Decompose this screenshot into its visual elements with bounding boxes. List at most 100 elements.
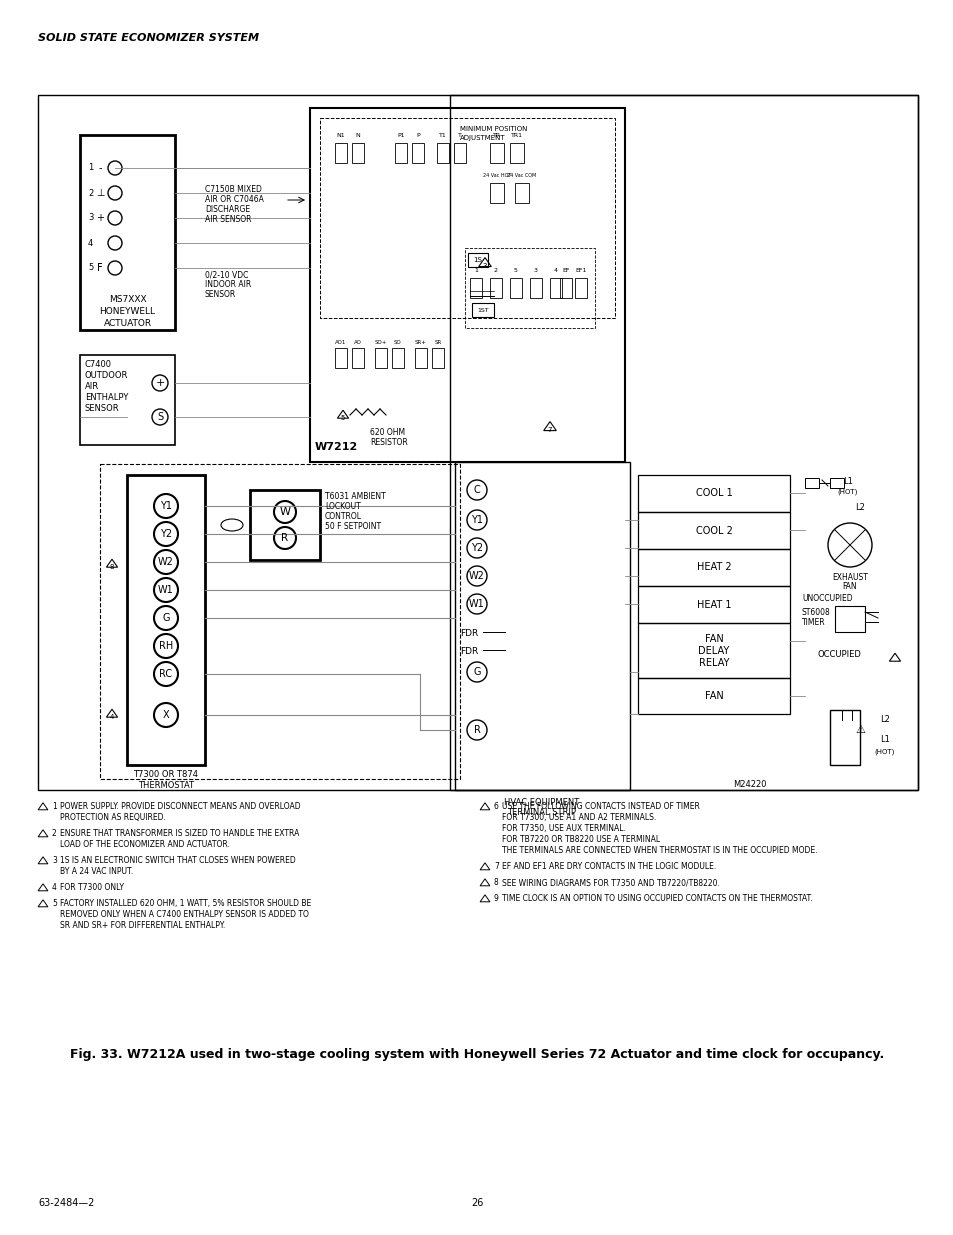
Text: T1: T1 xyxy=(438,133,446,138)
Text: L1: L1 xyxy=(842,478,852,487)
Text: SO: SO xyxy=(394,340,401,345)
Text: S: S xyxy=(157,412,163,422)
Text: 24 Vac HOT: 24 Vac HOT xyxy=(482,173,511,178)
Bar xyxy=(392,348,403,368)
Bar xyxy=(455,462,629,790)
Text: POWER SUPPLY. PROVIDE DISCONNECT MEANS AND OVERLOAD: POWER SUPPLY. PROVIDE DISCONNECT MEANS A… xyxy=(60,802,300,811)
Text: Fig. 33. W7212A used in two-stage cooling system with Honeywell Series 72 Actuat: Fig. 33. W7212A used in two-stage coolin… xyxy=(70,1049,883,1061)
Text: W: W xyxy=(279,508,291,517)
Text: MINIMUM POSITION: MINIMUM POSITION xyxy=(459,126,527,132)
Text: INDOOR AIR: INDOOR AIR xyxy=(205,280,251,289)
Text: Y1: Y1 xyxy=(471,515,482,525)
Text: RELAY: RELAY xyxy=(698,657,728,667)
Text: F: F xyxy=(97,263,103,273)
Text: SENSOR: SENSOR xyxy=(205,290,236,299)
Bar xyxy=(638,550,789,585)
Text: ENSURE THAT TRANSFORMER IS SIZED TO HANDLE THE EXTRA: ENSURE THAT TRANSFORMER IS SIZED TO HAND… xyxy=(60,829,299,839)
Text: ADJUSTMENT: ADJUSTMENT xyxy=(459,135,505,141)
Text: Y2: Y2 xyxy=(471,543,482,553)
Text: 2: 2 xyxy=(52,829,56,839)
Text: EF: EF xyxy=(561,268,569,273)
Text: 1S: 1S xyxy=(473,257,482,263)
Text: CONTROL: CONTROL xyxy=(325,513,361,521)
Bar xyxy=(638,513,789,550)
Text: 0/2-10 VDC: 0/2-10 VDC xyxy=(205,270,248,279)
Text: G: G xyxy=(473,667,480,677)
Text: C7400: C7400 xyxy=(85,359,112,369)
Text: R: R xyxy=(281,534,288,543)
Text: 620 OHM: 620 OHM xyxy=(370,429,405,437)
Text: FDR: FDR xyxy=(459,629,477,637)
Text: TIME CLOCK IS AN OPTION TO USING OCCUPIED CONTACTS ON THE THERMOSTAT.: TIME CLOCK IS AN OPTION TO USING OCCUPIE… xyxy=(501,894,812,903)
Bar xyxy=(510,143,523,163)
Text: HEAT 1: HEAT 1 xyxy=(696,599,731,610)
Text: 4: 4 xyxy=(52,883,57,892)
Text: (HOT): (HOT) xyxy=(837,489,858,495)
Bar xyxy=(352,348,364,368)
Text: AO1: AO1 xyxy=(335,340,346,345)
Text: REMOVED ONLY WHEN A C7400 ENTHALPY SENSOR IS ADDED TO: REMOVED ONLY WHEN A C7400 ENTHALPY SENSO… xyxy=(60,910,309,919)
Bar xyxy=(464,248,595,329)
Text: Y2: Y2 xyxy=(160,529,172,538)
Text: 7: 7 xyxy=(547,427,552,433)
Text: W1: W1 xyxy=(469,599,484,609)
Text: UNOCCUPIED: UNOCCUPIED xyxy=(801,594,852,603)
Text: G: G xyxy=(162,613,170,622)
Text: 5: 5 xyxy=(88,263,93,273)
Text: THERMOSTAT: THERMOSTAT xyxy=(138,781,193,790)
Bar xyxy=(515,183,529,203)
Text: ST6008: ST6008 xyxy=(801,608,830,618)
Bar xyxy=(352,143,364,163)
Bar xyxy=(415,348,427,368)
Text: TERMINAL STRIP: TERMINAL STRIP xyxy=(507,808,576,818)
Text: HEAT 2: HEAT 2 xyxy=(696,562,731,573)
Text: ⚠: ⚠ xyxy=(854,725,864,735)
Text: LOAD OF THE ECONOMIZER AND ACTUATOR.: LOAD OF THE ECONOMIZER AND ACTUATOR. xyxy=(60,840,230,848)
Text: 3: 3 xyxy=(52,856,57,864)
Text: 8: 8 xyxy=(110,564,114,571)
Text: 9: 9 xyxy=(494,894,498,903)
Text: -: - xyxy=(98,163,102,173)
Bar xyxy=(490,143,503,163)
Text: AO: AO xyxy=(354,340,361,345)
Text: C: C xyxy=(473,485,480,495)
Text: 3: 3 xyxy=(482,263,487,269)
Text: 5: 5 xyxy=(514,268,517,273)
Text: DELAY: DELAY xyxy=(698,646,729,656)
Text: MS7XXX: MS7XXX xyxy=(109,295,146,304)
Text: SR: SR xyxy=(434,340,441,345)
Text: FAN: FAN xyxy=(841,582,857,592)
Text: RH: RH xyxy=(159,641,172,651)
Text: TIMER: TIMER xyxy=(801,618,824,627)
Text: AIR OR C7046A: AIR OR C7046A xyxy=(205,195,264,204)
Bar xyxy=(470,278,481,298)
Text: X: X xyxy=(163,710,169,720)
Text: SEE WIRING DIAGRAMS FOR T7350 AND TB7220/TB8220.: SEE WIRING DIAGRAMS FOR T7350 AND TB7220… xyxy=(501,878,720,887)
Text: FOR T7300, USE A1 AND A2 TERMINALS.: FOR T7300, USE A1 AND A2 TERMINALS. xyxy=(501,813,656,823)
Text: SR+: SR+ xyxy=(415,340,427,345)
Text: LOCKOUT: LOCKOUT xyxy=(325,501,360,511)
Text: FDR: FDR xyxy=(459,646,477,656)
Text: F: F xyxy=(97,263,103,273)
Bar xyxy=(250,490,319,559)
Text: AIR: AIR xyxy=(85,382,99,391)
Text: EF AND EF1 ARE DRY CONTACTS IN THE LOGIC MODULE.: EF AND EF1 ARE DRY CONTACTS IN THE LOGIC… xyxy=(501,862,716,871)
Text: (HOT): (HOT) xyxy=(874,748,894,756)
Bar xyxy=(550,278,561,298)
Text: N1: N1 xyxy=(336,133,345,138)
Text: C7150B MIXED: C7150B MIXED xyxy=(205,185,262,194)
Text: SR AND SR+ FOR DIFFERENTIAL ENTHALPY.: SR AND SR+ FOR DIFFERENTIAL ENTHALPY. xyxy=(60,921,225,930)
Text: +: + xyxy=(155,378,165,388)
Text: SENSOR: SENSOR xyxy=(85,404,119,412)
Text: 3: 3 xyxy=(534,268,537,273)
Text: 50 F SETPOINT: 50 F SETPOINT xyxy=(325,522,381,531)
Bar xyxy=(127,475,205,764)
Bar xyxy=(490,183,503,203)
Text: RC: RC xyxy=(159,669,172,679)
Text: T6031 AMBIENT: T6031 AMBIENT xyxy=(325,492,385,501)
Text: TR: TR xyxy=(493,133,500,138)
Bar xyxy=(450,95,917,790)
Text: Y1: Y1 xyxy=(160,501,172,511)
Text: EF1: EF1 xyxy=(575,268,586,273)
Text: TR1: TR1 xyxy=(511,133,522,138)
